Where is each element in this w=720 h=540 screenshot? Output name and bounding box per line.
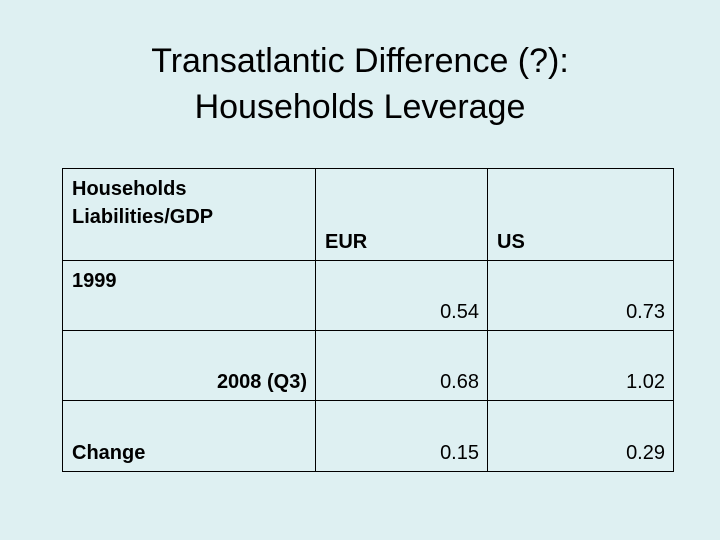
column-header-us: US: [488, 169, 674, 261]
value-change-us: 0.29: [488, 401, 674, 472]
value-2008-us: 1.02: [488, 331, 674, 401]
table-corner-label: Households Liabilities/GDP: [63, 169, 316, 261]
value-1999-us: 0.73: [488, 261, 674, 331]
row-label-2008-q3: 2008 (Q3): [63, 331, 316, 401]
title-line-2: Households Leverage: [194, 88, 526, 126]
title-line-1: Transatlantic Difference (?):: [151, 42, 569, 80]
value-2008-eur: 0.68: [316, 331, 488, 401]
row-label-change: Change: [63, 401, 316, 472]
value-change-eur: 0.15: [316, 401, 488, 472]
row-label-1999: 1999: [63, 261, 316, 331]
households-leverage-table: Households Liabilities/GDP EUR US 1999 0…: [62, 168, 674, 472]
page-title: Transatlantic Difference (?): Households…: [0, 38, 720, 130]
value-1999-eur: 0.54: [316, 261, 488, 331]
column-header-eur: EUR: [316, 169, 488, 261]
